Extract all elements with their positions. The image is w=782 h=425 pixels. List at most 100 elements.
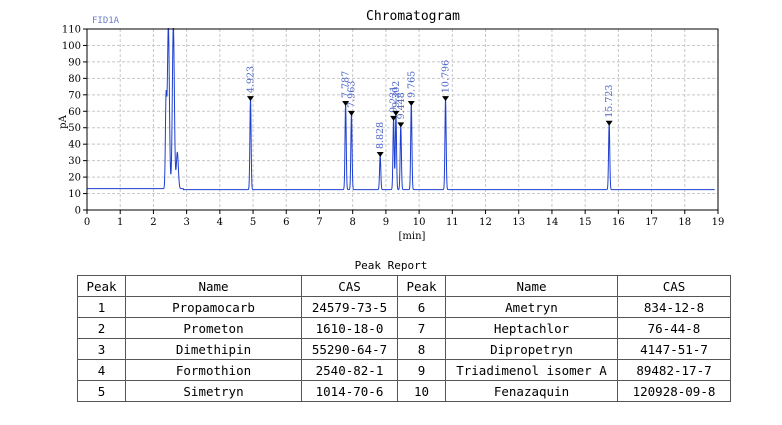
x-tick-label: 13 xyxy=(512,217,525,228)
cell-name: Ametryn xyxy=(445,296,618,318)
y-tick-label: 60 xyxy=(68,107,81,118)
x-tick-label: 11 xyxy=(446,217,459,228)
cell-peak: 7 xyxy=(397,317,446,339)
peak-marker xyxy=(347,110,355,116)
chart-title: Chromatogram xyxy=(366,9,460,24)
x-tick-label: 4 xyxy=(217,217,223,228)
y-tick-label: 90 xyxy=(68,57,81,68)
x-tick-label: 0 xyxy=(84,217,90,228)
peak-marker xyxy=(246,96,254,102)
cell-peak: 3 xyxy=(77,338,126,360)
peak-label: 7.963 xyxy=(346,81,357,108)
cell-name: Simetryn xyxy=(125,380,302,402)
x-tick-label: 14 xyxy=(546,217,559,228)
peak-label: 9.448 xyxy=(396,92,407,119)
cell-name: Fenazaquin xyxy=(445,380,618,402)
peak-marker xyxy=(407,101,415,107)
x-tick-label: 5 xyxy=(250,217,256,228)
cell-name: Propamocarb xyxy=(125,296,302,318)
cell-cas: 4147-51-7 xyxy=(617,338,731,360)
peak-marker xyxy=(392,110,400,116)
header-name: Name xyxy=(445,275,618,297)
peak-report-table: Peak Name CAS Peak Name CAS 1 Propamocar… xyxy=(77,275,731,402)
peak-marker xyxy=(397,122,405,128)
peak-marker xyxy=(342,101,350,107)
header-name: Name xyxy=(125,275,302,297)
peak-label: 15.723 xyxy=(604,85,615,118)
x-tick-label: 16 xyxy=(612,217,625,228)
x-tick-label: 1 xyxy=(117,217,123,228)
y-tick-label: 110 xyxy=(62,25,81,36)
table-row: 1 Propamocarb 24579-73-5 6 Ametryn 834-1… xyxy=(77,296,731,318)
x-tick-label: 2 xyxy=(150,217,156,228)
header-cas: CAS xyxy=(617,275,731,297)
chromatogram-chart: Chromatogram FID1A pA [min] 010203040506… xyxy=(58,9,725,242)
table-row: 5 Simetryn 1014-70-6 10 Fenazaquin 12092… xyxy=(77,380,731,402)
signal-label: FID1A xyxy=(92,16,120,26)
x-tick-label: 19 xyxy=(712,217,725,228)
x-tick-label: 18 xyxy=(678,217,691,228)
table-row: 4 Formothion 2540-82-1 9 Triadimenol iso… xyxy=(77,359,731,381)
x-tick-label: 15 xyxy=(579,217,592,228)
y-tick-label: 20 xyxy=(68,173,81,184)
cell-peak: 2 xyxy=(77,317,126,339)
cell-cas: 1014-70-6 xyxy=(301,380,398,402)
cell-cas: 55290-64-7 xyxy=(301,338,398,360)
x-tick-label: 10 xyxy=(413,217,426,228)
cell-peak: 1 xyxy=(77,296,126,318)
plot-frame xyxy=(86,28,719,211)
cell-cas: 120928-09-8 xyxy=(617,380,731,402)
peak-label: 9.231 xyxy=(389,86,400,113)
peak-label: 10.796 xyxy=(441,60,452,93)
cell-cas: 1610-18-0 xyxy=(301,317,398,339)
cell-peak: 5 xyxy=(77,380,126,402)
table-row: 2 Prometon 1610-18-0 7 Heptachlor 76-44-… xyxy=(77,317,731,339)
cell-peak: 10 xyxy=(397,380,446,402)
y-tick-label: 0 xyxy=(75,206,81,217)
cell-name: Triadimenol isomer A xyxy=(445,359,618,381)
cell-name: Heptachlor xyxy=(445,317,618,339)
header-peak: Peak xyxy=(397,275,446,297)
peak-marker xyxy=(390,115,398,121)
header-peak: Peak xyxy=(77,275,126,297)
cell-cas: 834-12-8 xyxy=(617,296,731,318)
cell-cas: 24579-73-5 xyxy=(301,296,398,318)
header-cas: CAS xyxy=(301,275,398,297)
x-tick-label: 17 xyxy=(645,217,658,228)
cell-peak: 6 xyxy=(397,296,446,318)
peak-label: 4.923 xyxy=(245,66,256,93)
y-tick-label: 40 xyxy=(68,140,81,151)
y-tick-label: 80 xyxy=(68,74,81,85)
y-axis-label: pA xyxy=(58,114,69,128)
table-header-row: Peak Name CAS Peak Name CAS xyxy=(77,275,731,297)
peak-label: 8.828 xyxy=(375,122,386,149)
y-tick-label: 30 xyxy=(68,156,81,167)
cell-name: Dimethipin xyxy=(125,338,302,360)
x-tick-label: 12 xyxy=(479,217,492,228)
y-tick-label: 100 xyxy=(62,41,81,52)
peak-label: 7.787 xyxy=(341,71,352,98)
cell-peak: 4 xyxy=(77,359,126,381)
x-tick-label: 8 xyxy=(349,217,355,228)
x-tick-label: 7 xyxy=(316,217,322,228)
cell-cas: 2540-82-1 xyxy=(301,359,398,381)
y-tick-label: 10 xyxy=(68,189,81,200)
y-tick-label: 70 xyxy=(68,90,81,101)
x-tick-label: 3 xyxy=(183,217,189,228)
table-row: 3 Dimethipin 55290-64-7 8 Dipropetryn 41… xyxy=(77,338,731,360)
y-tick-label: 50 xyxy=(68,123,81,134)
cell-name: Formothion xyxy=(125,359,302,381)
cell-peak: 8 xyxy=(397,338,446,360)
cell-cas: 89482-17-7 xyxy=(617,359,731,381)
peak-report-title: Peak Report xyxy=(354,259,428,272)
x-axis-label: [min] xyxy=(399,231,426,242)
cell-peak: 9 xyxy=(397,359,446,381)
x-tick-label: 6 xyxy=(283,217,289,228)
peak-marker xyxy=(605,120,613,126)
cell-cas: 76-44-8 xyxy=(617,317,731,339)
cell-name: Dipropetryn xyxy=(445,338,618,360)
peak-marker xyxy=(442,96,450,102)
x-tick-label: 9 xyxy=(383,217,389,228)
peak-label: 9.302 xyxy=(391,81,402,108)
peak-label: 9.765 xyxy=(406,71,417,98)
